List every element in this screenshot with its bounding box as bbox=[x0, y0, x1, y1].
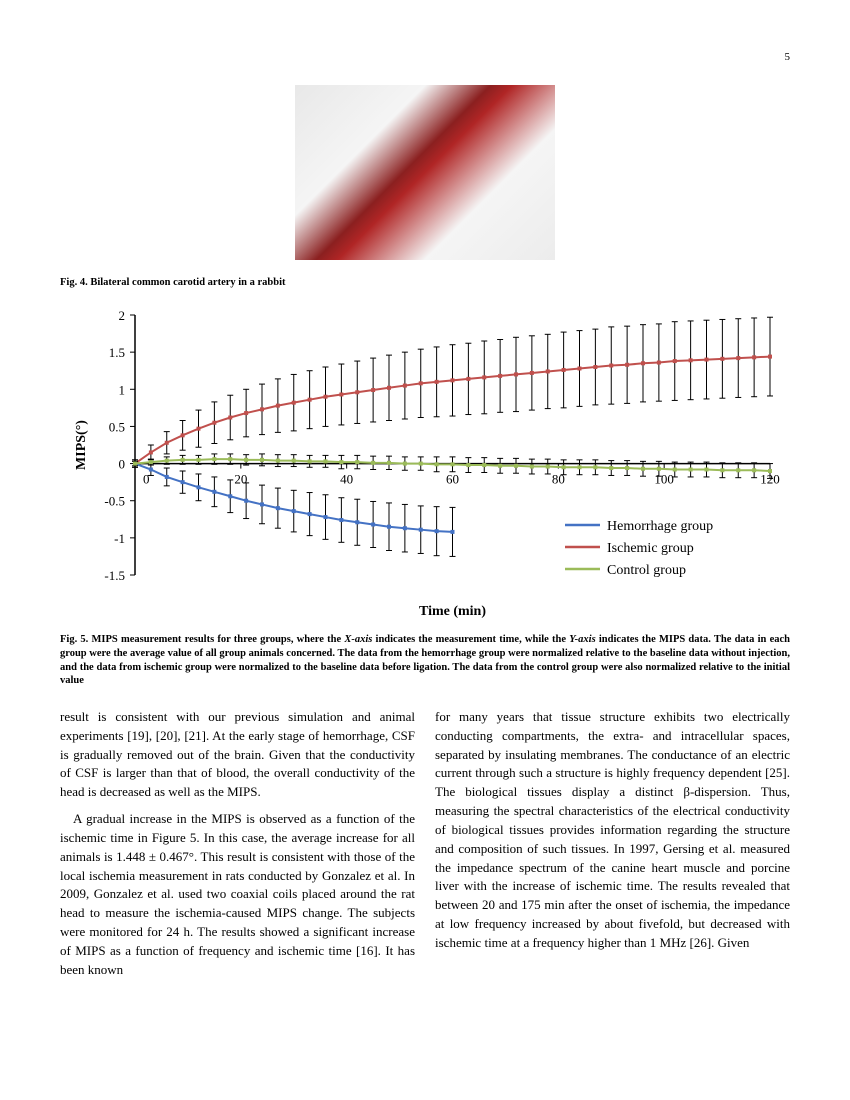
svg-text:2: 2 bbox=[119, 308, 126, 323]
svg-text:100: 100 bbox=[654, 472, 674, 487]
svg-text:Hemorrhage group: Hemorrhage group bbox=[607, 519, 713, 534]
surgical-photo-placeholder bbox=[295, 85, 555, 260]
svg-text:Control group: Control group bbox=[607, 563, 686, 578]
svg-text:1.5: 1.5 bbox=[109, 345, 125, 360]
figure-5-chart: -1.5-1-0.500.511.52020406080100120MIPS(°… bbox=[65, 305, 785, 625]
svg-text:80: 80 bbox=[552, 472, 565, 487]
page-number: 5 bbox=[60, 50, 790, 65]
fig5-caption-text: MIPS measurement results for three group… bbox=[60, 634, 790, 686]
svg-text:-0.5: -0.5 bbox=[104, 494, 125, 509]
svg-text:1: 1 bbox=[119, 383, 126, 398]
body-text-columns: result is consistent with our previous s… bbox=[60, 708, 790, 988]
svg-text:0.5: 0.5 bbox=[109, 420, 125, 435]
col1-para1: result is consistent with our previous s… bbox=[60, 708, 415, 802]
svg-text:-1.5: -1.5 bbox=[104, 568, 125, 583]
figure-4-image bbox=[60, 85, 790, 265]
col2-para1: for many years that tissue structure exh… bbox=[435, 708, 790, 953]
chart-svg: -1.5-1-0.500.511.52020406080100120MIPS(°… bbox=[65, 305, 785, 625]
right-column: for many years that tissue structure exh… bbox=[435, 708, 790, 988]
figure-5-caption: Fig. 5. MIPS measurement results for thr… bbox=[60, 633, 790, 688]
svg-text:-1: -1 bbox=[114, 531, 125, 546]
svg-text:20: 20 bbox=[234, 472, 247, 487]
col1-para2: A gradual increase in the MIPS is observ… bbox=[60, 810, 415, 980]
svg-text:Ischemic group: Ischemic group bbox=[607, 541, 694, 556]
svg-text:MIPS(°): MIPS(°) bbox=[74, 420, 89, 470]
svg-text:60: 60 bbox=[446, 472, 459, 487]
left-column: result is consistent with our previous s… bbox=[60, 708, 415, 988]
svg-text:Time (min): Time (min) bbox=[419, 604, 486, 619]
figure-4-caption: Fig. 4. Bilateral common carotid artery … bbox=[60, 276, 790, 291]
svg-text:0: 0 bbox=[119, 457, 126, 472]
svg-text:0: 0 bbox=[143, 472, 150, 487]
svg-text:40: 40 bbox=[340, 472, 353, 487]
